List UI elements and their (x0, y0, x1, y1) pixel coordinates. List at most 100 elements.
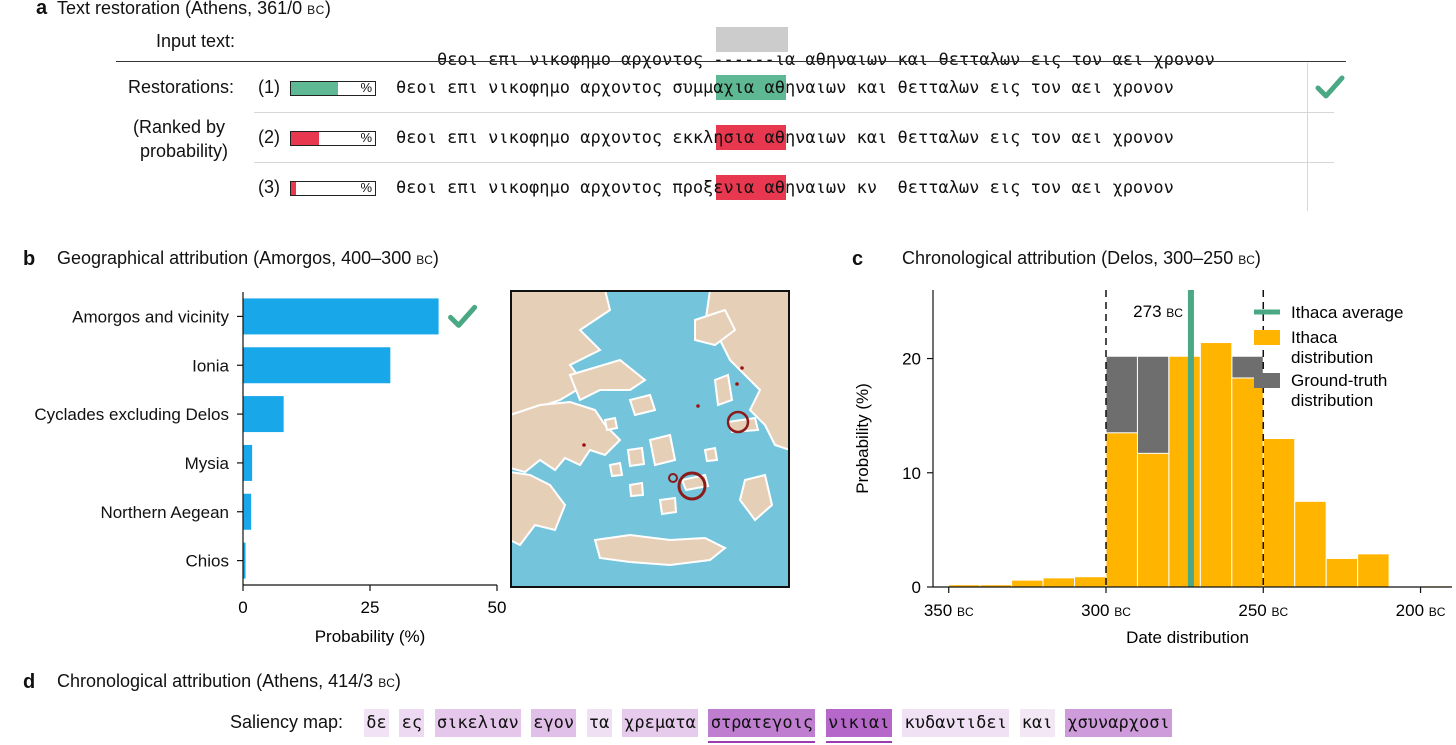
ranked-label-line2: probability) (140, 141, 229, 161)
bar-ionia (243, 347, 391, 384)
x-tick-era: BC (1271, 605, 1288, 619)
percent-sign: % (360, 130, 372, 145)
panel-b-letter: b (23, 248, 36, 270)
map-lesbos (694, 308, 737, 347)
restored-characters: εκκλησ (672, 128, 734, 148)
map-crete (593, 533, 727, 567)
y-tick-label: 10 (902, 464, 921, 483)
legend-swatch-ithaca (1254, 330, 1280, 345)
map-andros (628, 393, 657, 417)
legend-swatch-ground-truth (1254, 373, 1280, 388)
category-label: Mysia (185, 454, 230, 473)
input-prefix: θεοι επι νικοφημο αρχοντος (436, 50, 714, 70)
check-column-divider (1307, 63, 1308, 211)
panel-a-title: Text restoration (Athens, 361/0 bc) (57, 0, 331, 18)
input-divider (116, 61, 1346, 62)
saliency-map: δε ες σικελιαν εγον τα χρεματα στρατεγοις νικια… (364, 709, 1456, 745)
ithaca-bar (1325, 557, 1359, 588)
panel-a-letter: a (36, 0, 48, 19)
restoration-text: θεοι επι νικοφημο αρχοντος συμμαχια αθην… (396, 78, 1174, 98)
panel-a: a Text restoration (Athens, 361/0 bc) In… (0, 0, 1456, 215)
saliency-word: στρατεγοις (708, 709, 816, 737)
x-tick-label: 0 (238, 598, 247, 617)
saliency-word: και (1019, 709, 1055, 737)
ithaca-bar (1294, 500, 1327, 588)
legend-label-ground-truth: Ground-truth (1291, 371, 1387, 390)
restoration-rank: (3) (258, 177, 280, 197)
saliency-word: νικιαι (825, 709, 892, 737)
legend-label-average: Ithaca average (1291, 303, 1403, 322)
map-thera (658, 496, 678, 516)
ithaca-bar (1105, 432, 1138, 588)
x-tick-label: 250 BC (1238, 601, 1288, 620)
restoration-highlight (716, 75, 786, 100)
x-axis-label: Date distribution (1126, 628, 1249, 647)
restoration-probability-bar: % (290, 130, 376, 146)
restoration-highlight (716, 175, 786, 200)
restoration-prefix: θεοι επι νικοφημο αρχοντος (396, 78, 673, 98)
chrono-histogram: 273 BC 0 10 20 350 BC 300 BC 250 BC 200 BC Date … (853, 290, 1453, 647)
panel-c-letter: c (852, 248, 864, 270)
restoration-highlight (716, 125, 786, 150)
y-axis-label: Probability (%) (853, 383, 872, 494)
restored-characters: συμμαχ (672, 78, 734, 98)
restoration-suffix: ια αθηναιων κν θετταλων εις τον αει χρον… (733, 178, 1174, 198)
map-location-marker-samos (726, 410, 750, 434)
check-mark-path (1315, 75, 1345, 99)
saliency-word: ες (399, 709, 425, 737)
x-tick-era: BC (957, 605, 974, 619)
restoration-prefix: θεοι επι νικοφημο αρχοντος (396, 178, 673, 198)
x-tick-label: 50 (488, 598, 507, 617)
map-small-island-1 (603, 416, 619, 432)
legend-label-ground-truth-2: distribution (1291, 391, 1373, 410)
probability-fill (291, 82, 339, 95)
restoration-suffix: ια αθηναιων και θετταλων εις τον αει χρο… (733, 128, 1174, 148)
map-dot-4 (582, 443, 586, 447)
x-tick-label: 300 BC (1081, 601, 1131, 620)
map-peloponnese (510, 470, 567, 547)
legend-label-ithaca-2: distribution (1291, 348, 1373, 367)
ithaca-bar (1262, 438, 1296, 588)
category-label: Amorgos and vicinity (72, 307, 229, 326)
x-tick-era: BC (1114, 605, 1131, 619)
ithaca-bar (1042, 577, 1076, 588)
saliency-word: σικελιαν (434, 709, 521, 737)
saliency-underline (825, 741, 892, 743)
percent-sign: % (360, 180, 372, 195)
map-kos-rhodes (738, 473, 774, 522)
map-location-marker-amorgos (677, 471, 707, 501)
map-paros (626, 446, 646, 468)
input-text: θεοι επι νικοφημο αρχοντος ------ια αθην… (396, 30, 1215, 90)
input-missing: ------ (713, 50, 775, 70)
average-label: 273 BC (1133, 302, 1183, 321)
missing-text-highlight (716, 27, 788, 52)
input-text-label: Input text: (156, 31, 236, 51)
ithaca-bar (1199, 342, 1233, 588)
panel-d-title: Chronological attribution (Athens, 414/3… (57, 671, 401, 691)
map-euboea (568, 358, 647, 402)
row-separator (254, 162, 1334, 163)
ithaca-bar (1011, 579, 1044, 588)
saliency-word: εγον (531, 709, 577, 737)
y-tick-label: 20 (902, 350, 921, 369)
y-tick-label: 0 (912, 578, 921, 597)
legend-label-ithaca: Ithaca (1291, 328, 1338, 347)
x-axis-label: Probability (%) (315, 627, 426, 646)
probability-fill (291, 182, 297, 195)
restoration-probability-bar: % (290, 80, 376, 96)
ithaca-bar (1168, 355, 1201, 588)
x-tick-label: 200 BC (1396, 601, 1446, 620)
map-small-island-3 (703, 446, 719, 463)
correct-check-icon (1315, 75, 1345, 99)
bar-amorgos-and-vicinity (243, 298, 439, 335)
map-mainland-west (510, 400, 622, 474)
ithaca-bar (1136, 452, 1170, 588)
map-chios (713, 373, 734, 407)
input-suffix: ια αθηναιων και θετταλων εις τον αει χρο… (774, 50, 1215, 70)
map-naxos (648, 433, 677, 467)
restoration-text: θεοι επι νικοφημο αρχοντος εκκλησια αθην… (396, 128, 1174, 148)
ithaca-bar (1231, 377, 1264, 588)
restoration-text: θεοι επι νικοφημο αρχοντος προξενια αθην… (396, 178, 1174, 198)
geo-bar-chart: Amorgos and vicinity Ionia Cyclades exclud… (34, 292, 507, 646)
restorations-label: Restorations: (128, 77, 235, 97)
